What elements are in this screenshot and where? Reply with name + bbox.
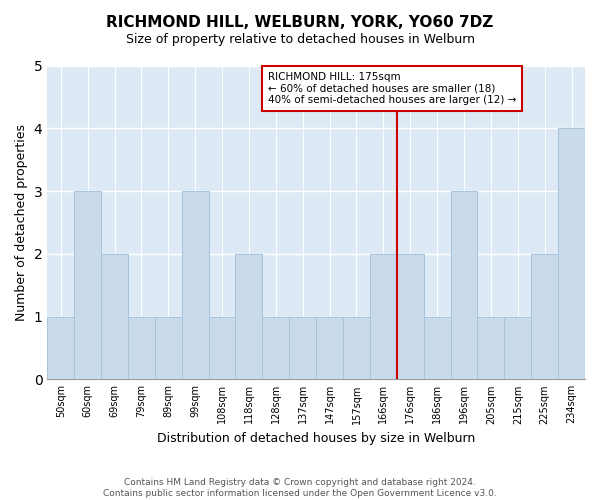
Bar [370,254,397,380]
Bar [235,254,262,380]
Bar [316,316,343,380]
Bar [209,316,235,380]
Text: RICHMOND HILL, WELBURN, YORK, YO60 7DZ: RICHMOND HILL, WELBURN, YORK, YO60 7DZ [106,15,494,30]
Bar [101,254,128,380]
Bar [262,316,289,380]
Bar [128,316,155,380]
Bar [478,316,505,380]
Bar [558,128,585,380]
Bar [47,316,74,380]
Bar [505,316,531,380]
Bar [289,316,316,380]
X-axis label: Distribution of detached houses by size in Welburn: Distribution of detached houses by size … [157,432,475,445]
Bar [74,191,101,380]
Text: RICHMOND HILL: 175sqm
← 60% of detached houses are smaller (18)
40% of semi-deta: RICHMOND HILL: 175sqm ← 60% of detached … [268,72,516,105]
Bar [155,316,182,380]
Bar [424,316,451,380]
Bar [451,191,478,380]
Bar [343,316,370,380]
Text: Size of property relative to detached houses in Welburn: Size of property relative to detached ho… [125,32,475,46]
Text: Contains HM Land Registry data © Crown copyright and database right 2024.
Contai: Contains HM Land Registry data © Crown c… [103,478,497,498]
Bar [182,191,209,380]
Y-axis label: Number of detached properties: Number of detached properties [15,124,28,321]
Bar [531,254,558,380]
Bar [397,254,424,380]
